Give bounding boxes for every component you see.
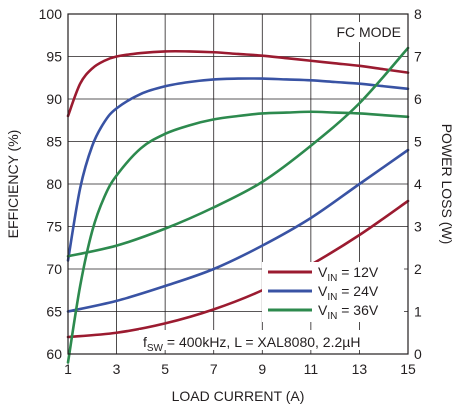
y-left-tick-label: 75	[46, 219, 62, 235]
y-left-tick-labels: 60 65 70 75 80 85 90 95 100	[39, 6, 63, 362]
power-loss-curve	[66, 46, 410, 258]
curves	[66, 46, 410, 364]
conditions-subscript: SW	[147, 343, 164, 354]
conditions-prefix: f	[143, 334, 147, 350]
x-tick-label: 1	[64, 361, 72, 377]
legend-label-subscript: IN	[327, 273, 337, 284]
y-right-tick-label: 6	[414, 91, 422, 107]
legend-label-value: = 36V	[337, 302, 379, 318]
legend-label-prefix: V	[318, 283, 328, 299]
power-loss-curve	[66, 148, 410, 313]
y-left-tick-label: 100	[39, 6, 63, 22]
legend-label: VIN = 24V	[318, 283, 379, 303]
y-right-tick-label: 5	[414, 134, 422, 150]
y-left-tick-label: 95	[46, 49, 62, 65]
conditions-background	[139, 330, 405, 350]
efficiency-curve	[66, 49, 410, 118]
y-right-axis-label: POWER LOSS (W)	[439, 124, 455, 245]
mode-label: FC MODE	[336, 24, 401, 40]
legend-label: VIN = 36V	[318, 302, 379, 322]
y-left-tick-label: 90	[46, 91, 62, 107]
power-loss-curve	[66, 199, 410, 339]
x-tick-label: 7	[210, 361, 218, 377]
y-left-tick-label: 60	[46, 346, 62, 362]
y-left-tick-label: 70	[46, 261, 62, 277]
conditions-note: fSW = 400kHz, L = XAL8080, 2.2µH	[139, 330, 405, 354]
y-right-tick-label: 4	[414, 176, 422, 192]
x-tick-labels: 1 3 5 7 9 11 13 15	[64, 361, 416, 377]
mode-label-background	[329, 22, 405, 42]
y-left-axis-label: EFFICIENCY (%)	[5, 130, 21, 239]
efficiency-curve	[66, 110, 410, 364]
y-right-tick-label: 7	[414, 49, 422, 65]
plot-frame	[67, 13, 409, 355]
y-right-tick-label: 8	[414, 6, 422, 22]
x-tick-label: 11	[304, 361, 319, 377]
legend-label-subscript: IN	[327, 292, 337, 303]
y-left-tick-label: 80	[46, 176, 62, 192]
legend-label-subscript: IN	[327, 311, 337, 322]
x-axis-label: LOAD CURRENT (A)	[172, 388, 305, 404]
y-right-tick-label: 2	[414, 261, 422, 277]
y-right-tick-label: 3	[414, 219, 422, 235]
legend-label-value: = 12V	[337, 264, 379, 280]
mode-label-box: FC MODE	[329, 22, 405, 42]
x-tick-label: 15	[400, 361, 416, 377]
grid	[68, 14, 408, 354]
legend-label: VIN = 12V	[318, 264, 379, 284]
conditions-text: fSW = 400kHz, L = XAL8080, 2.2µH	[143, 334, 360, 354]
conditions-value: = 400kHz, L = XAL8080, 2.2µH	[163, 334, 360, 350]
y-right-tick-label: 0	[414, 346, 422, 362]
legend-label-prefix: V	[318, 264, 328, 280]
legend-label-value: = 24V	[337, 283, 379, 299]
x-tick-label: 5	[161, 361, 169, 377]
y-right-tick-labels: 0 1 2 3 4 5 6 7 8	[414, 6, 422, 362]
efficiency-curve	[66, 77, 410, 262]
y-left-tick-label: 65	[46, 304, 62, 320]
x-tick-label: 13	[352, 361, 368, 377]
y-right-tick-label: 1	[414, 304, 422, 320]
x-tick-label: 9	[258, 361, 266, 377]
x-tick-label: 3	[113, 361, 121, 377]
y-left-tick-label: 85	[46, 134, 62, 150]
legend-label-prefix: V	[318, 302, 328, 318]
